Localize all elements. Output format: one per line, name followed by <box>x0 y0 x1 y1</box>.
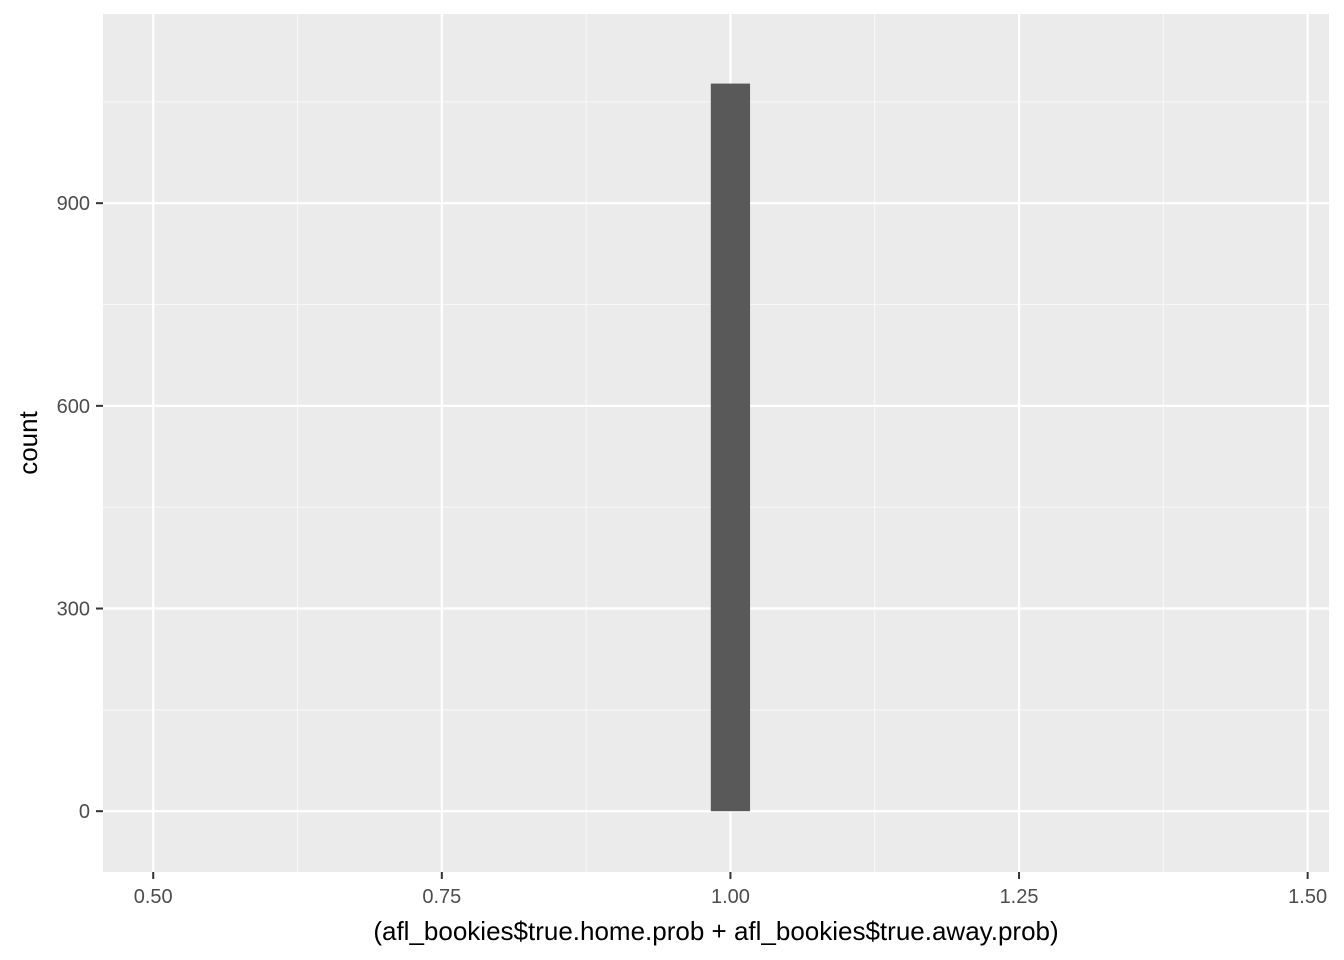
x-tick-label: 1.00 <box>711 886 750 908</box>
x-tick-label: 0.75 <box>422 886 461 908</box>
y-tick-label: 900 <box>57 193 90 215</box>
x-tick-label: 1.50 <box>1288 886 1327 908</box>
x-tick-label: 0.50 <box>134 886 173 908</box>
y-tick-label: 600 <box>57 396 90 418</box>
histogram-bars <box>710 83 751 812</box>
y-tick-label: 0 <box>79 801 90 823</box>
x-tick-label: 1.25 <box>1000 886 1039 908</box>
y-tick-label: 300 <box>57 599 90 621</box>
y-axis-title: count <box>13 410 43 474</box>
x-axis: 0.50 0.75 1.00 1.25 1.50 <box>134 872 1327 908</box>
x-axis-title: (afl_bookies$true.home.prob + afl_bookie… <box>373 916 1058 946</box>
histogram-bar <box>710 83 751 812</box>
y-axis: 0 300 600 900 <box>57 193 103 823</box>
